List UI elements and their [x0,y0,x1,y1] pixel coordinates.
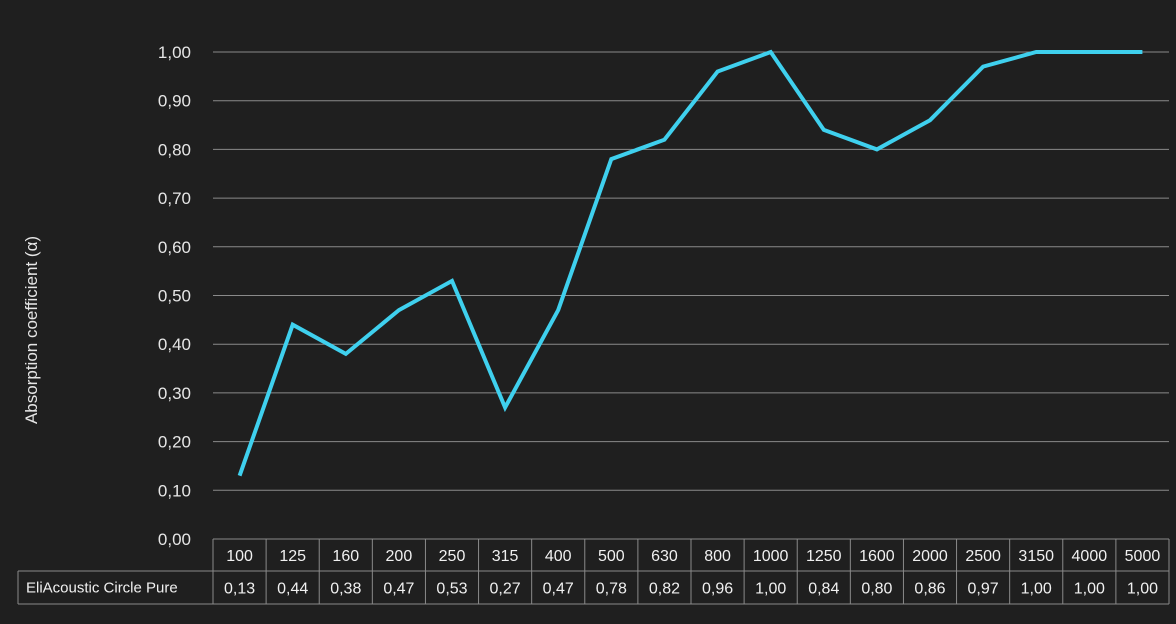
series-lines [237,49,1143,477]
data-label: 0,97 [968,581,999,598]
x-tick-label: 250 [439,548,466,565]
x-tick-label: 315 [492,548,519,565]
y-tick-label: 0,90 [158,92,191,111]
y-axis-ticks: 0,00 0,10 0,20 0,30 0,40 0,50 0,60 0,70 0,80 0,90… [158,43,191,549]
y-tick-label: 0,50 [158,287,191,306]
data-label: 0,84 [808,581,839,598]
y-tick-label: 1,00 [158,43,191,62]
data-label: 0,53 [436,581,467,598]
y-tick-label: 0,00 [158,530,191,549]
y-tick-label: 0,60 [158,238,191,257]
data-label: 1,00 [1127,581,1158,598]
x-tick-label: 3150 [1018,548,1054,565]
data-label: 0,80 [861,581,892,598]
x-tick-label: 1250 [806,548,842,565]
data-table: 100 125 160 200 250 315 400 500 630 800 1000 1250 16… [17,538,1170,605]
x-tick-label: 100 [226,548,253,565]
x-tick-label: 5000 [1125,548,1161,565]
x-tick-label: 160 [332,548,359,565]
data-label: 0,96 [702,581,733,598]
x-tick-label: 1600 [859,548,895,565]
gridlines [213,51,1169,540]
series-label: EliAcoustic Circle Pure [26,580,178,597]
x-tick-label: 125 [279,548,306,565]
y-axis-label: Absorption coefficient (α) [22,236,41,424]
data-label: 1,00 [1074,581,1105,598]
data-label: 0,38 [330,581,361,598]
x-tick-label: 200 [386,548,413,565]
series-line [237,49,1143,477]
x-tick-label: 2000 [912,548,948,565]
data-label: 0,82 [649,581,680,598]
x-tick-label: 500 [598,548,625,565]
x-tick-label: 630 [651,548,678,565]
x-tick-label: 4000 [1072,548,1108,565]
y-tick-label: 0,10 [158,481,191,500]
data-label: 0,27 [490,581,521,598]
y-tick-label: 0,40 [158,335,191,354]
x-tick-label: 2500 [965,548,1001,565]
data-label: 0,86 [914,581,945,598]
x-tick-label: 800 [704,548,731,565]
y-tick-label: 0,80 [158,140,191,159]
x-tick-label: 400 [545,548,572,565]
x-tick-label: 1000 [753,548,789,565]
data-label: 0,13 [224,581,255,598]
data-label: 0,47 [543,581,574,598]
y-tick-label: 0,70 [158,189,191,208]
y-tick-label: 0,20 [158,433,191,452]
data-label: 0,78 [596,581,627,598]
data-label: 0,44 [277,581,308,598]
data-label: 1,00 [755,581,786,598]
data-label: 1,00 [1021,581,1052,598]
y-tick-label: 0,30 [158,384,191,403]
data-label: 0,47 [383,581,414,598]
